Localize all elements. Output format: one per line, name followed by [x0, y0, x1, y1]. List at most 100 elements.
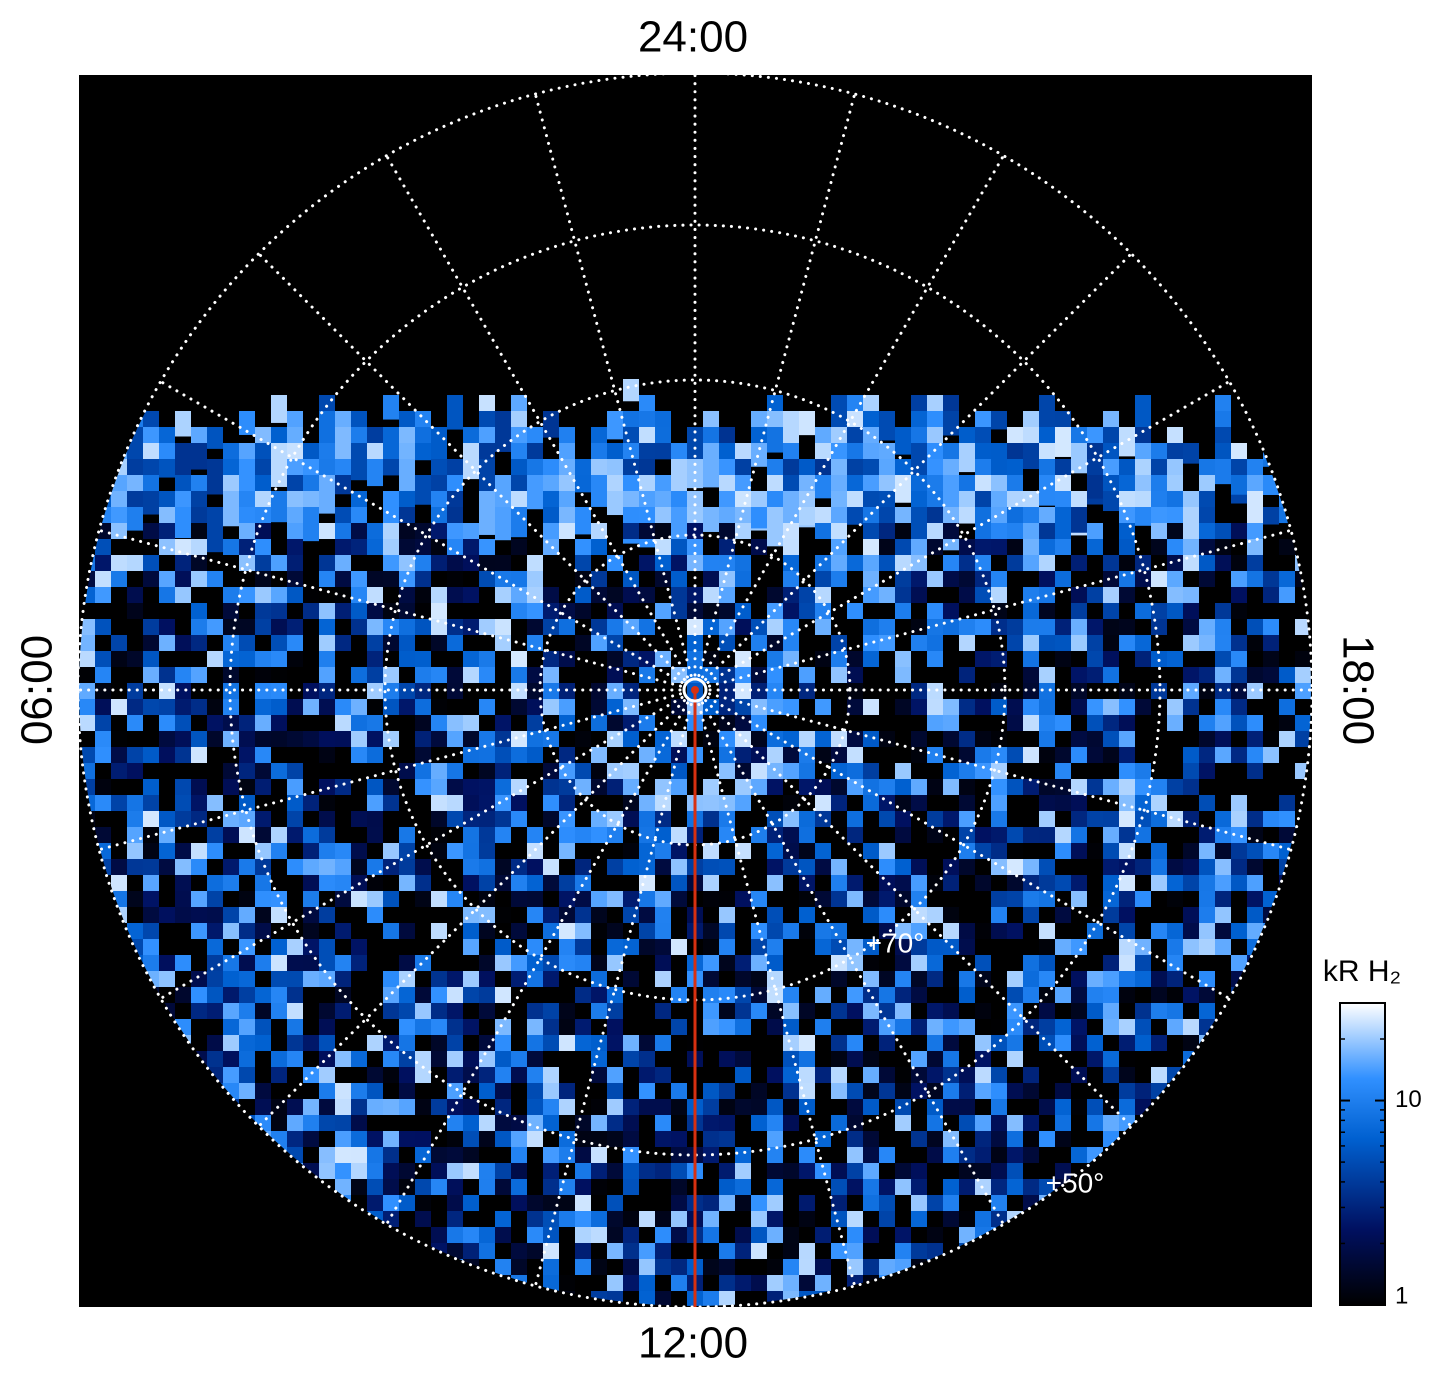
aurora-cell	[319, 411, 335, 449]
aurora-cell	[1039, 1003, 1055, 1019]
aurora-cell	[447, 1051, 463, 1067]
aurora-cell	[1135, 859, 1151, 875]
aurora-cell	[655, 1131, 671, 1147]
aurora-cell	[735, 1019, 751, 1035]
aurora-cell	[719, 699, 735, 715]
aurora-cell	[1007, 699, 1023, 715]
aurora-cell	[303, 507, 319, 542]
aurora-cell	[799, 763, 815, 779]
aurora-cell	[847, 491, 863, 509]
aurora-cell	[175, 715, 191, 731]
aurora-cell	[911, 555, 927, 571]
aurora-cell	[639, 795, 655, 811]
aurora-cell	[447, 523, 463, 539]
aurora-cell	[223, 763, 239, 779]
aurora-cell	[1055, 1083, 1071, 1099]
aurora-cell	[207, 795, 223, 811]
aurora-cell	[1167, 1003, 1183, 1019]
aurora-cell	[527, 1051, 543, 1067]
aurora-cell	[927, 1243, 943, 1259]
aurora-cell	[1247, 635, 1263, 651]
aurora-cell	[655, 843, 671, 859]
aurora-cell	[1183, 875, 1199, 891]
aurora-cell	[431, 811, 447, 827]
aurora-cell	[1087, 1099, 1103, 1115]
aurora-cell	[927, 1003, 943, 1019]
aurora-cell	[367, 539, 383, 555]
aurora-cell	[207, 875, 223, 891]
aurora-cell	[431, 1147, 447, 1163]
aurora-cell	[943, 523, 959, 539]
aurora-cell	[463, 1243, 479, 1259]
aurora-cell	[303, 587, 319, 603]
aurora-cell	[703, 1131, 719, 1147]
aurora-cell	[703, 891, 719, 907]
aurora-cell	[367, 731, 383, 747]
aurora-cell	[271, 987, 287, 1003]
aurora-cell	[463, 443, 479, 480]
aurora-cell	[863, 1003, 879, 1019]
aurora-cell	[351, 1083, 367, 1099]
aurora-cell	[975, 955, 991, 971]
aurora-cell	[223, 923, 239, 939]
aurora-cell	[655, 795, 671, 811]
aurora-cell	[671, 587, 687, 603]
aurora-cell	[831, 795, 847, 811]
aurora-cell	[639, 475, 655, 492]
aurora-cell	[495, 795, 511, 811]
aurora-cell	[623, 699, 639, 715]
aurora-cell	[223, 1051, 239, 1067]
aurora-cell	[1071, 603, 1087, 619]
aurora-cell	[623, 619, 639, 635]
aurora-cell	[735, 667, 751, 683]
aurora-cell	[1055, 1099, 1071, 1115]
aurora-cell	[671, 555, 687, 571]
aurora-cell	[479, 843, 495, 859]
aurora-cell	[639, 843, 655, 859]
aurora-cell	[991, 859, 1007, 875]
aurora-cell	[1071, 699, 1087, 715]
aurora-cell	[655, 1115, 671, 1131]
aurora-cell	[767, 843, 783, 859]
aurora-cell	[1039, 795, 1055, 811]
aurora-cell	[623, 1227, 639, 1243]
aurora-cell	[271, 731, 287, 747]
aurora-cell	[639, 747, 655, 763]
meridian	[704, 252, 1133, 681]
aurora-cell	[975, 923, 991, 939]
aurora-cell	[1007, 555, 1023, 571]
aurora-cell	[511, 1243, 527, 1259]
aurora-cell	[1087, 1035, 1103, 1051]
aurora-cell	[959, 1179, 975, 1195]
aurora-cell	[591, 1003, 607, 1019]
aurora-cell	[655, 955, 671, 971]
aurora-cell	[1023, 1147, 1039, 1163]
aurora-cell	[879, 859, 895, 875]
aurora-cell	[1007, 1115, 1023, 1131]
aurora-cell	[399, 1067, 415, 1083]
aurora-cell	[223, 859, 239, 875]
aurora-cell	[1279, 587, 1295, 603]
aurora-cell	[847, 731, 863, 747]
aurora-cell	[191, 619, 207, 635]
aurora-cell	[783, 1275, 799, 1291]
aurora-cell	[1215, 555, 1231, 571]
aurora-cell	[447, 571, 463, 587]
aurora-cell	[783, 539, 799, 555]
aurora-cell	[1087, 475, 1103, 499]
aurora-cell	[927, 1195, 943, 1211]
aurora-cell	[1183, 939, 1199, 955]
aurora-cell	[1071, 811, 1087, 827]
aurora-cell	[479, 1163, 495, 1179]
aurora-cell	[479, 907, 495, 923]
aurora-cell	[879, 1035, 895, 1051]
aurora-cell	[159, 843, 175, 859]
aurora-cell	[815, 571, 831, 587]
aurora-cell	[543, 859, 559, 875]
aurora-cell	[223, 587, 239, 603]
aurora-cell	[767, 635, 783, 651]
aurora-cell	[991, 1115, 1007, 1131]
aurora-cell	[991, 827, 1007, 843]
aurora-cell	[623, 971, 639, 987]
aurora-cell	[1215, 811, 1231, 827]
